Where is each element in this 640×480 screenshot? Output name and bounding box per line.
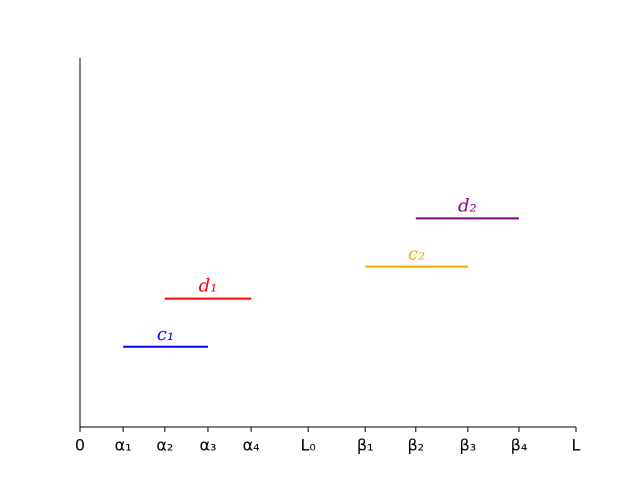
- x-tick-label: β₃: [460, 436, 477, 455]
- x-tick-label: α₃: [199, 436, 216, 455]
- x-tick-label: L₀: [300, 436, 315, 455]
- x-tick-label: β₁: [357, 436, 374, 455]
- series-label: d₂: [458, 195, 477, 216]
- series-label: c₂: [408, 244, 425, 265]
- series-label: d₁: [199, 276, 218, 297]
- x-tick-label: 0: [75, 436, 85, 455]
- x-tick-label: α₂: [156, 436, 173, 455]
- series-label: c₁: [157, 324, 174, 345]
- x-tick-label: α₁: [115, 436, 132, 455]
- x-tick-label: α₄: [243, 436, 260, 455]
- x-tick-label: L: [572, 436, 581, 455]
- x-tick-label: β₄: [511, 436, 528, 455]
- x-tick-label: β₂: [407, 436, 424, 455]
